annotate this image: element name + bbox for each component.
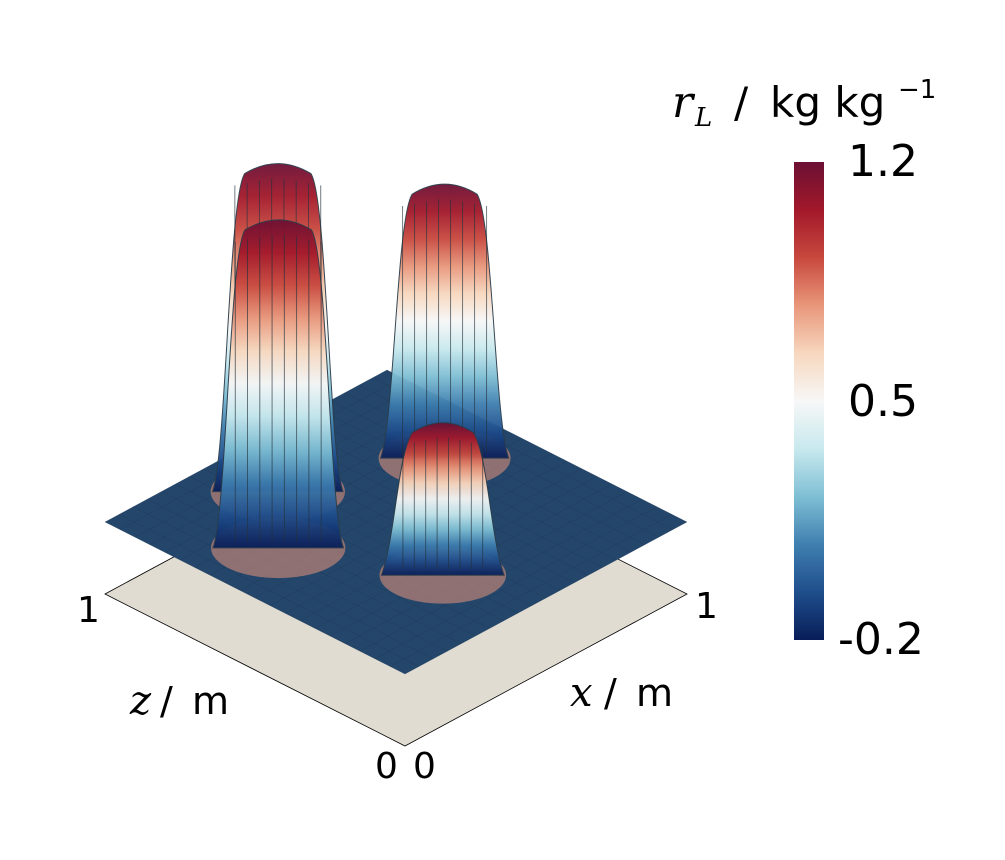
colorbar-title-unit: kg kg bbox=[770, 78, 885, 127]
z-tick-min: 0 bbox=[375, 746, 398, 787]
z-axis-slash: / bbox=[160, 679, 173, 723]
colorbar-title-slash: / bbox=[734, 78, 749, 127]
x-tick-min: 0 bbox=[413, 746, 436, 787]
colorbar-title-sub: L bbox=[694, 103, 712, 133]
colorbar-max-label: 1.2 bbox=[848, 136, 918, 187]
z-tick-max: 1 bbox=[77, 590, 100, 631]
surface-peaks bbox=[210, 163, 511, 604]
colorbar-min-label: -0.2 bbox=[838, 614, 924, 665]
peak-body bbox=[380, 422, 505, 576]
x-axis-slash: / bbox=[604, 671, 617, 715]
colorbar-title: r L / kg kg −1 bbox=[672, 75, 936, 133]
z-axis-unit: m bbox=[192, 679, 229, 723]
peak-body bbox=[379, 183, 510, 459]
z-axis-var: z bbox=[129, 678, 152, 724]
peak-body bbox=[212, 219, 345, 549]
x-tick-max: 1 bbox=[695, 586, 718, 627]
surface-peak bbox=[379, 422, 507, 604]
x-axis-unit: m bbox=[636, 671, 673, 715]
colorbar bbox=[794, 162, 824, 640]
colorbar-title-var: r bbox=[672, 77, 696, 128]
surface-peak bbox=[211, 219, 346, 579]
colorbar-mid-label: 0.5 bbox=[848, 376, 918, 427]
x-axis-label: x / m bbox=[570, 670, 673, 716]
colorbar-title-exp: −1 bbox=[898, 75, 936, 105]
x-axis-var: x bbox=[570, 670, 593, 716]
z-axis-label: z / m bbox=[129, 678, 229, 724]
